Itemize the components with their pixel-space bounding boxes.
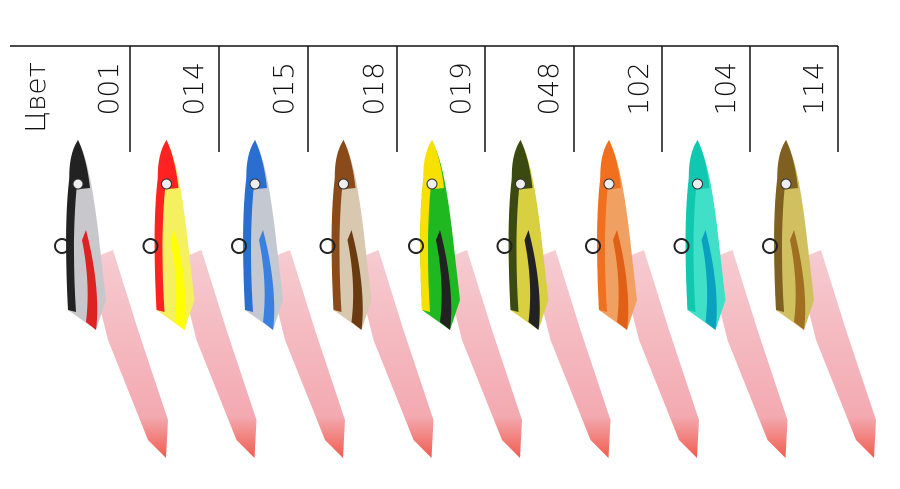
color-code: 114	[797, 62, 830, 115]
lure-belly	[436, 230, 452, 330]
lure-head	[777, 140, 798, 190]
lure-belly	[259, 230, 275, 330]
lure	[231, 140, 345, 458]
color-code: 048	[532, 62, 565, 115]
lure	[54, 140, 168, 458]
color-code: 102	[622, 62, 655, 115]
lure-ring	[762, 238, 778, 254]
lure-tail	[530, 250, 611, 458]
lure-belly	[613, 230, 629, 330]
lure	[585, 140, 699, 458]
lure-head	[334, 140, 356, 190]
lure-tail	[88, 250, 168, 458]
lure-ring	[319, 238, 336, 254]
lure	[142, 140, 257, 458]
lure-eye	[603, 178, 615, 190]
lure-head	[600, 140, 621, 190]
lure-tail	[707, 250, 788, 458]
lure-eye	[692, 178, 703, 190]
lure-belly	[82, 230, 98, 330]
lure-tail	[176, 250, 257, 458]
lure-tail	[265, 250, 345, 458]
lure-head	[246, 140, 267, 190]
color-code: 015	[267, 62, 300, 115]
lure-tail	[796, 250, 876, 458]
lure-head	[511, 140, 533, 190]
lure	[496, 140, 611, 458]
lure	[762, 140, 876, 458]
lure-ring	[142, 238, 159, 254]
lure-head	[423, 140, 444, 190]
lure-ring	[54, 238, 70, 254]
lure-ring	[673, 238, 690, 254]
color-code: 019	[444, 62, 477, 115]
columns: 001 014 015 018 019 048 102 104 114	[54, 46, 876, 458]
lure-belly	[701, 230, 717, 330]
lure-head	[157, 140, 179, 190]
lure-belly	[790, 230, 806, 330]
lure-tail	[442, 250, 522, 458]
lure-eye	[780, 178, 792, 190]
lure	[319, 140, 434, 458]
color-code: 104	[709, 62, 742, 115]
color-code: 001	[92, 62, 125, 115]
color-code: 014	[177, 62, 210, 115]
lure-eye	[338, 178, 349, 190]
lure-eye	[72, 178, 84, 190]
lure-eye	[249, 178, 261, 190]
lure-ring	[231, 238, 247, 254]
lure-ring	[408, 238, 424, 254]
lure-eye	[515, 178, 526, 190]
lure-head	[69, 140, 90, 190]
lure	[408, 140, 522, 458]
lure-eye	[426, 178, 438, 190]
lure-head	[688, 140, 710, 190]
lure-tail	[619, 250, 699, 458]
lure-belly	[170, 230, 186, 330]
color-label: Цвет	[19, 62, 52, 133]
lure-tail	[353, 250, 434, 458]
lure-belly	[524, 230, 540, 330]
lure-belly	[347, 230, 363, 330]
color-code: 018	[357, 62, 390, 115]
lure-ring	[585, 238, 601, 254]
lure	[673, 140, 788, 458]
lure-eye	[161, 178, 172, 190]
lure-ring	[496, 238, 513, 254]
